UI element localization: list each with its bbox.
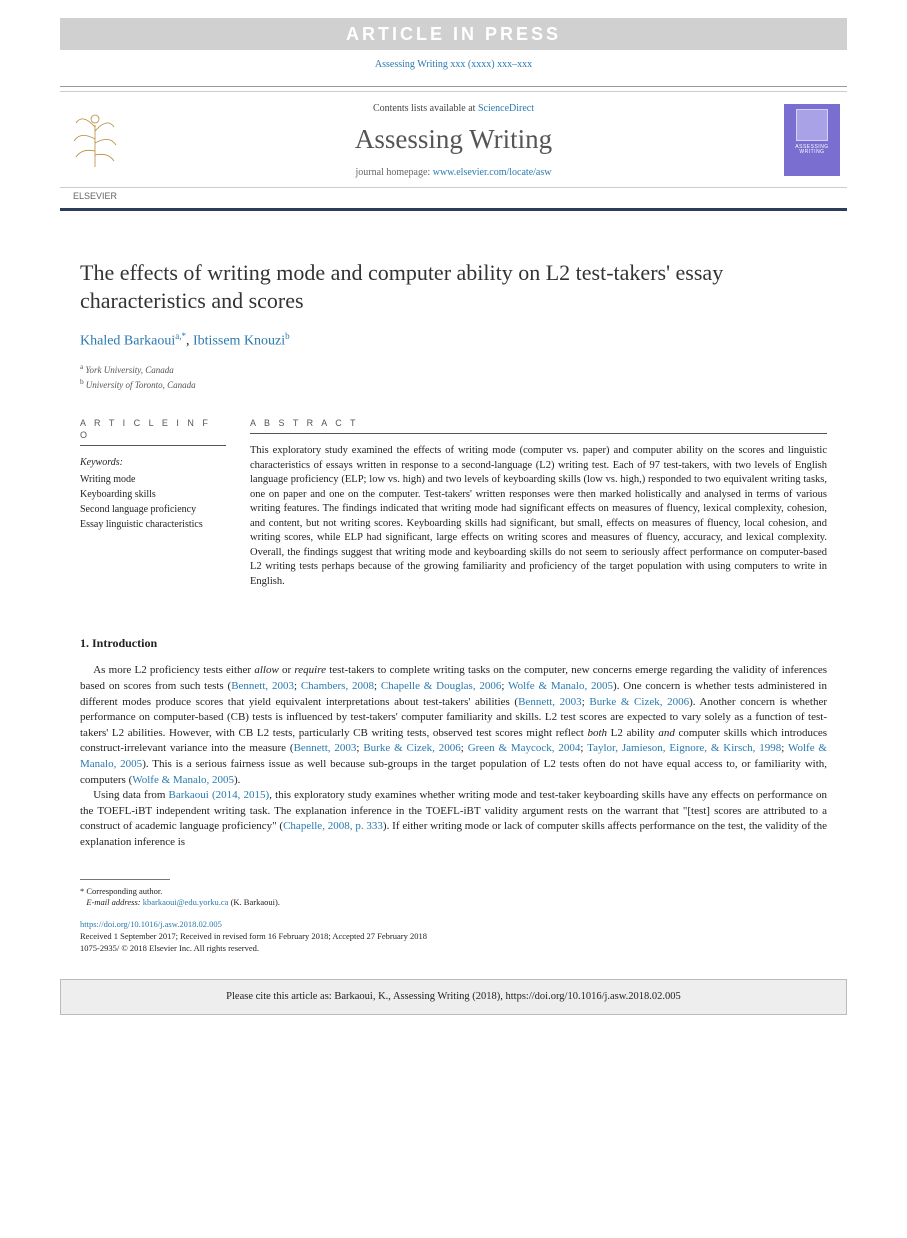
body-em: and xyxy=(658,727,675,739)
keywords-label: Keywords: xyxy=(80,456,226,470)
body-text: ). xyxy=(234,774,240,786)
homepage-pre: journal homepage: xyxy=(356,167,433,178)
citation-link[interactable]: Green & Maycock, 2004 xyxy=(468,742,581,754)
intro-paragraph: As more L2 proficiency tests either allo… xyxy=(80,663,827,788)
journal-title: Assessing Writing xyxy=(130,121,777,157)
body-em: allow xyxy=(254,664,278,676)
citation-link[interactable]: Burke & Cizek, 2006 xyxy=(589,696,689,708)
affiliation-line: bUniversity of Toronto, Canada xyxy=(80,377,827,392)
author-affil-sup: b xyxy=(285,331,290,341)
abstract-heading: A B S T R A C T xyxy=(250,417,827,434)
email-label: E-mail address: xyxy=(86,897,142,907)
article-title: The effects of writing mode and computer… xyxy=(80,259,827,314)
affil-sup: a xyxy=(80,362,83,371)
body-text: As more L2 proficiency tests either xyxy=(93,664,254,676)
cover-label: ASSESSING WRITING xyxy=(788,145,836,156)
contents-pre: Contents lists available at xyxy=(373,103,478,114)
journal-homepage-link[interactable]: www.elsevier.com/locate/asw xyxy=(433,167,552,178)
article-in-press-banner: ARTICLE IN PRESS xyxy=(60,18,847,50)
keyword: Writing mode xyxy=(80,472,226,487)
author-sep: , xyxy=(186,334,193,349)
cite-sep: ; xyxy=(461,742,468,754)
doi-history-block: https://doi.org/10.1016/j.asw.2018.02.00… xyxy=(80,919,827,955)
journal-cover-thumbnail: ASSESSING WRITING xyxy=(784,104,840,176)
please-cite-box: Please cite this article as: Barkaoui, K… xyxy=(60,979,847,1015)
footnote-separator xyxy=(80,879,170,880)
intro-paragraph: Using data from Barkaoui (2014, 2015), t… xyxy=(80,788,827,850)
copyright-line: 1075-2935/ © 2018 Elsevier Inc. All righ… xyxy=(80,943,259,953)
abstract-text: This exploratory study examined the effe… xyxy=(250,444,827,589)
citation-link[interactable]: Chambers, 2008 xyxy=(301,680,374,692)
citation-link[interactable]: Burke & Cizek, 2006 xyxy=(363,742,460,754)
header-citation-meta: Assessing Writing xxx (xxxx) xxx–xxx xyxy=(0,58,907,72)
cite-sep: ; xyxy=(374,680,381,692)
citation-link[interactable]: Barkaoui (2014, 2015) xyxy=(169,789,270,801)
body-em: both xyxy=(587,727,607,739)
article-history: Received 1 September 2017; Received in r… xyxy=(80,931,427,941)
corr-label: Corresponding author. xyxy=(84,886,162,896)
abstract-column: A B S T R A C T This exploratory study e… xyxy=(250,417,827,589)
elsevier-logo-icon xyxy=(68,105,122,174)
band-accent-bar xyxy=(60,208,847,211)
doi-link[interactable]: https://doi.org/10.1016/j.asw.2018.02.00… xyxy=(80,919,222,929)
author-link[interactable]: Khaled Barkaoui xyxy=(80,334,175,349)
citation-link[interactable]: Wolfe & Manalo, 2005 xyxy=(132,774,234,786)
journal-header-band: Contents lists available at ScienceDirec… xyxy=(60,86,847,212)
affil-text: York University, Canada xyxy=(85,365,173,375)
keyword: Keyboarding skills xyxy=(80,487,226,502)
affiliations-block: aYork University, Canada bUniversity of … xyxy=(80,362,827,391)
citation-link[interactable]: Bennett, 2003 xyxy=(231,680,294,692)
elsevier-label: ELSEVIER xyxy=(60,190,130,202)
contents-available-line: Contents lists available at ScienceDirec… xyxy=(130,102,777,116)
keyword: Second language proficiency xyxy=(80,502,226,517)
article-info-heading: A R T I C L E I N F O xyxy=(80,417,226,446)
keyword: Essay linguistic characteristics xyxy=(80,517,226,532)
author-email-link[interactable]: kbarkaoui@edu.yorku.ca xyxy=(143,897,229,907)
citation-link[interactable]: Bennett, 2003 xyxy=(518,696,582,708)
sciencedirect-link[interactable]: ScienceDirect xyxy=(478,103,534,114)
affiliation-line: aYork University, Canada xyxy=(80,362,827,377)
cite-sep: ; xyxy=(781,742,788,754)
author-list: Khaled Barkaouia,*, Ibtissem Knouzib xyxy=(80,330,827,352)
citation-link[interactable]: Wolfe & Manalo, 2005 xyxy=(508,680,613,692)
author-link[interactable]: Ibtissem Knouzi xyxy=(193,334,285,349)
affil-text: University of Toronto, Canada xyxy=(86,380,196,390)
corresponding-author-footnote: * Corresponding author. E-mail address: … xyxy=(80,886,827,910)
keywords-list: Writing mode Keyboarding skills Second l… xyxy=(80,472,226,532)
body-em: require xyxy=(294,664,326,676)
body-text: Using data from xyxy=(93,789,168,801)
citation-link[interactable]: Chapelle, 2008, p. 333 xyxy=(283,820,383,832)
citation-link[interactable]: Taylor, Jamieson, Eignore, & Kirsch, 199… xyxy=(587,742,781,754)
body-text: L2 ability xyxy=(607,727,658,739)
body-text: or xyxy=(279,664,295,676)
section-heading-intro: 1. Introduction xyxy=(80,635,827,651)
citation-link[interactable]: Chapelle & Douglas, 2006 xyxy=(381,680,502,692)
journal-homepage-line: journal homepage: www.elsevier.com/locat… xyxy=(130,166,777,180)
article-info-column: A R T I C L E I N F O Keywords: Writing … xyxy=(80,417,250,589)
cite-sep: ; xyxy=(294,680,301,692)
affil-sup: b xyxy=(80,377,84,386)
citation-link[interactable]: Bennett, 2003 xyxy=(294,742,357,754)
email-tail: (K. Barkaoui). xyxy=(228,897,279,907)
